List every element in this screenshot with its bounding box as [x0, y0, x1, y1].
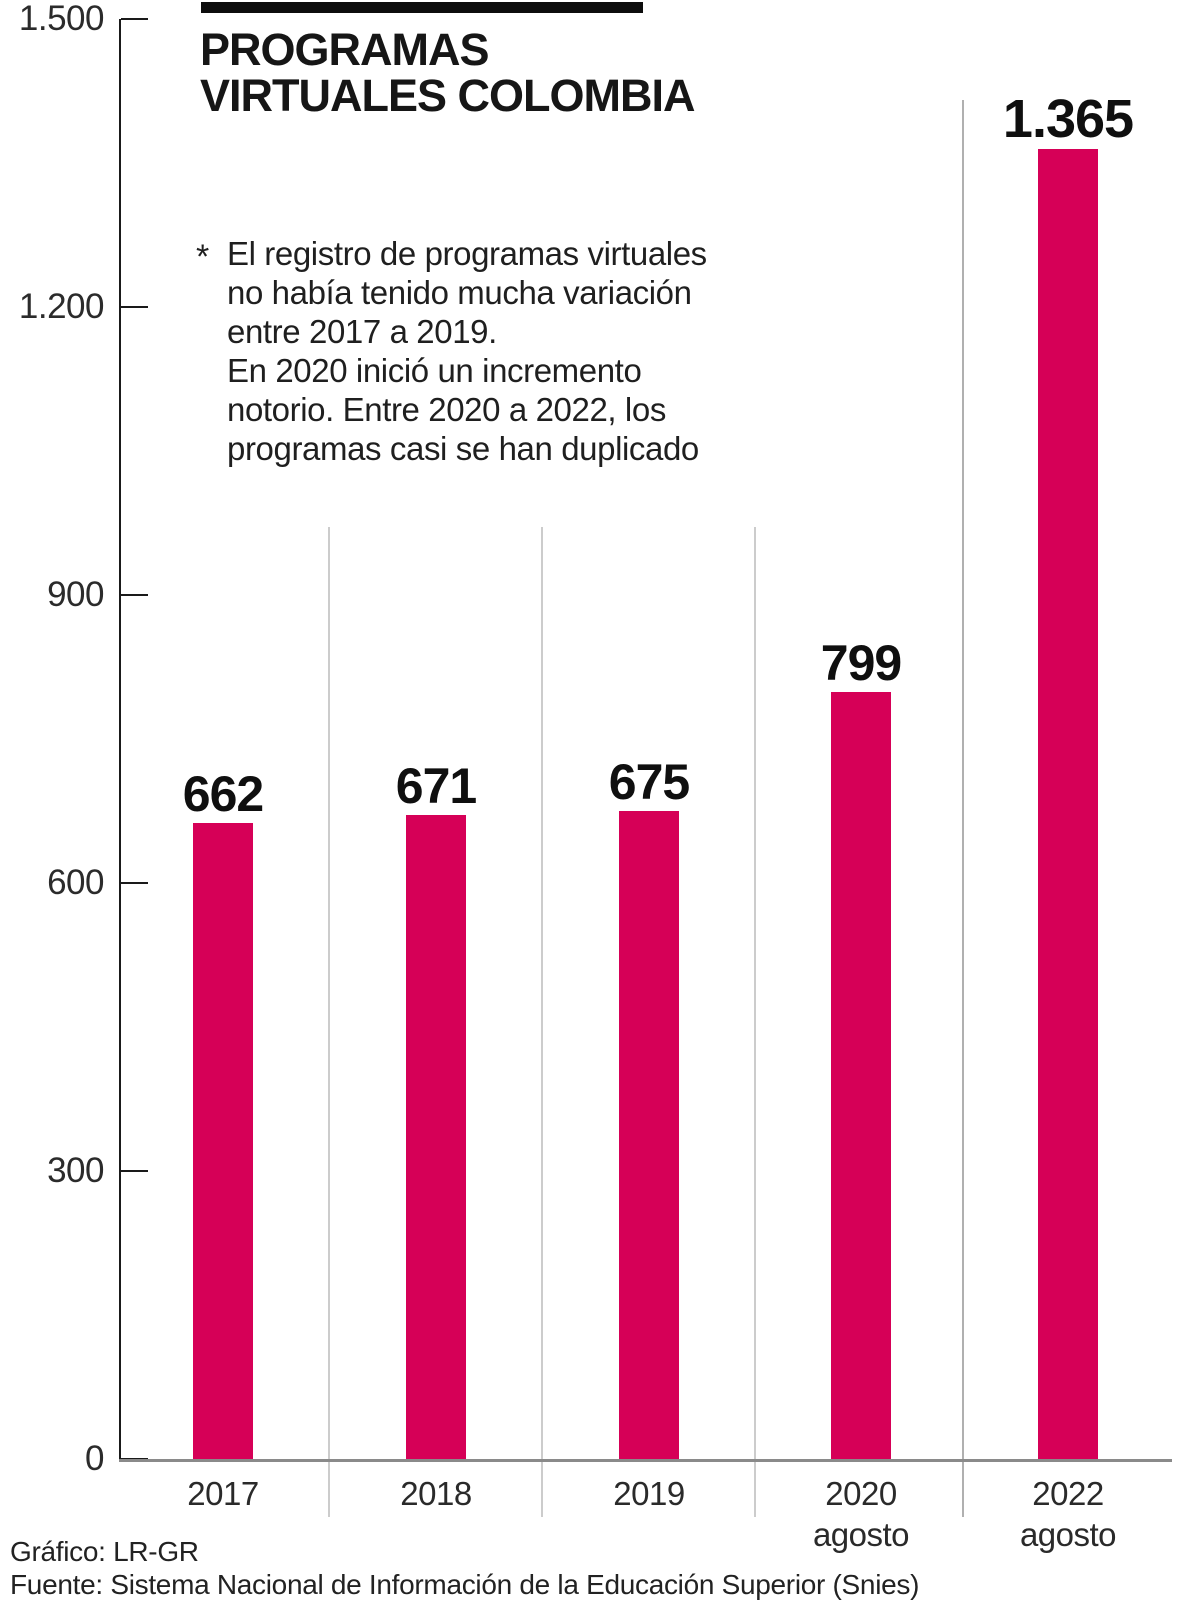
y-tick-label: 1.200 — [18, 287, 105, 326]
x-axis-label-line: 2022 — [1032, 1475, 1104, 1512]
chart-title-line2: VIRTUALES COLOMBIA — [200, 70, 695, 121]
x-axis-label-line: 2018 — [400, 1475, 472, 1512]
title-top-rule — [201, 2, 643, 13]
y-tick-label: 0 — [85, 1439, 104, 1478]
footer-source: Fuente: Sistema Nacional de Información … — [10, 1569, 920, 1600]
category-gridline — [328, 527, 330, 1517]
y-tick — [121, 18, 148, 20]
bar-2019 — [619, 811, 679, 1459]
annotation-line: En 2020 inició un incremento — [227, 352, 642, 389]
y-tick-label: 900 — [47, 575, 104, 614]
x-axis-baseline — [119, 1459, 1172, 1462]
annotation-asterisk: * — [196, 238, 210, 276]
chart-title-line1: PROGRAMAS — [200, 24, 490, 75]
footer-credit: Gráfico: LR-GR — [10, 1536, 199, 1567]
x-axis-label-line: 2020 — [825, 1475, 897, 1512]
x-axis-label-line: 2019 — [613, 1475, 685, 1512]
x-axis-label-2022-agosto: 2022 agosto — [968, 1473, 1168, 1555]
chart-title: PROGRAMAS VIRTUALES COLOMBIA — [200, 27, 695, 119]
annotation-note: El registro de programas virtuales no ha… — [227, 234, 707, 468]
category-gridline — [754, 527, 756, 1517]
period-separator-line — [962, 100, 964, 1517]
bar-value-label: 1.365 — [1002, 89, 1134, 149]
x-axis-label-2017: 2017 — [123, 1473, 323, 1514]
y-tick — [121, 882, 148, 884]
y-tick-label: 300 — [47, 1151, 104, 1190]
annotation-line: entre 2017 a 2019. — [227, 313, 497, 350]
bar-value-label: 675 — [608, 754, 690, 810]
x-axis-label-line: 2017 — [187, 1475, 259, 1512]
annotation-line: notorio. Entre 2020 a 2022, los — [227, 391, 666, 428]
y-tick — [121, 594, 148, 596]
x-axis-label-2019: 2019 — [549, 1473, 749, 1514]
x-axis-label-2020-agosto: 2020 agosto — [761, 1473, 961, 1555]
x-axis-label-2018: 2018 — [336, 1473, 536, 1514]
x-axis-label-line: agosto — [812, 1516, 910, 1553]
bar-value-label: 671 — [395, 758, 477, 814]
bar-2017 — [193, 823, 253, 1459]
bar-2018 — [406, 815, 466, 1459]
y-tick — [121, 306, 148, 308]
y-tick-label: 600 — [47, 863, 104, 902]
y-tick-label: 1.500 — [18, 0, 105, 38]
annotation-line: no había tenido mucha variación — [227, 274, 692, 311]
bar-2020-agosto — [831, 692, 891, 1459]
bar-value-label: 799 — [820, 635, 902, 691]
x-axis-label-line: agosto — [1019, 1516, 1117, 1553]
category-gridline — [541, 527, 543, 1517]
y-axis-line — [119, 19, 121, 1461]
bar-2022-agosto — [1038, 149, 1098, 1459]
annotation-line: programas casi se han duplicado — [227, 430, 699, 467]
annotation-line: El registro de programas virtuales — [227, 235, 707, 272]
bar-value-label: 662 — [182, 766, 264, 822]
y-tick — [121, 1170, 148, 1172]
